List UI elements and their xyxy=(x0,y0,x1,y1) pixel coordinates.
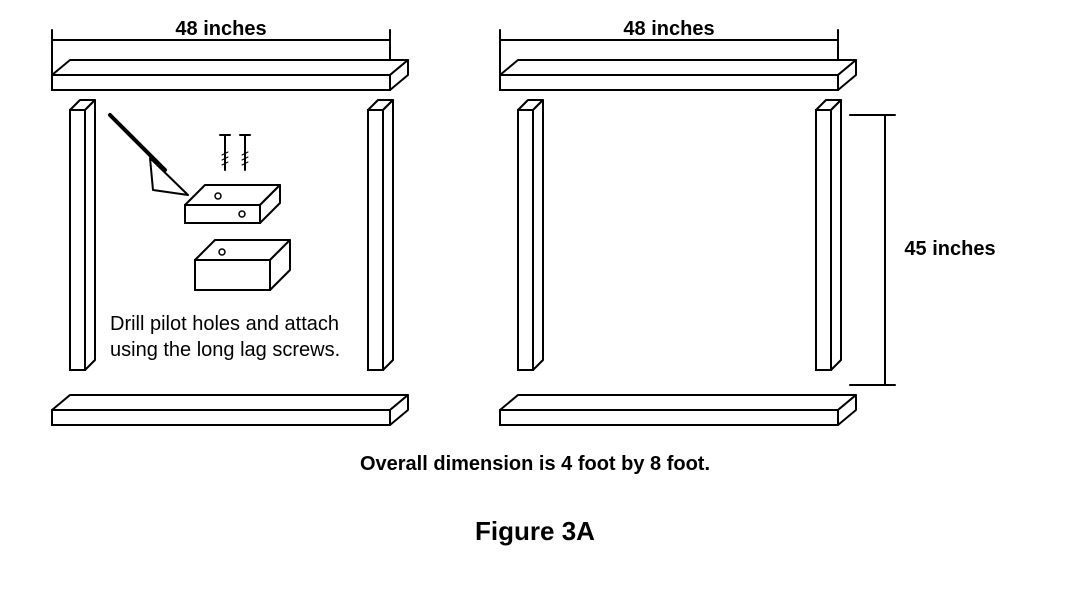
instruction-line1: Drill pilot holes and attach xyxy=(110,313,339,335)
figure-3a-diagram: 48 inches 48 inches 45 inches Drill pilot h… xyxy=(0,0,1070,603)
dim-left-top-label: 48 inches xyxy=(175,18,266,40)
dim-right-top-label: 48 inches xyxy=(623,18,714,40)
instruction-line2: using the long lag screws. xyxy=(110,339,340,361)
figure-label: Figure 3A xyxy=(475,516,595,546)
dim-right-side-label: 45 inches xyxy=(904,238,995,260)
overall-dimension-label: Overall dimension is 4 foot by 8 foot. xyxy=(360,453,710,475)
